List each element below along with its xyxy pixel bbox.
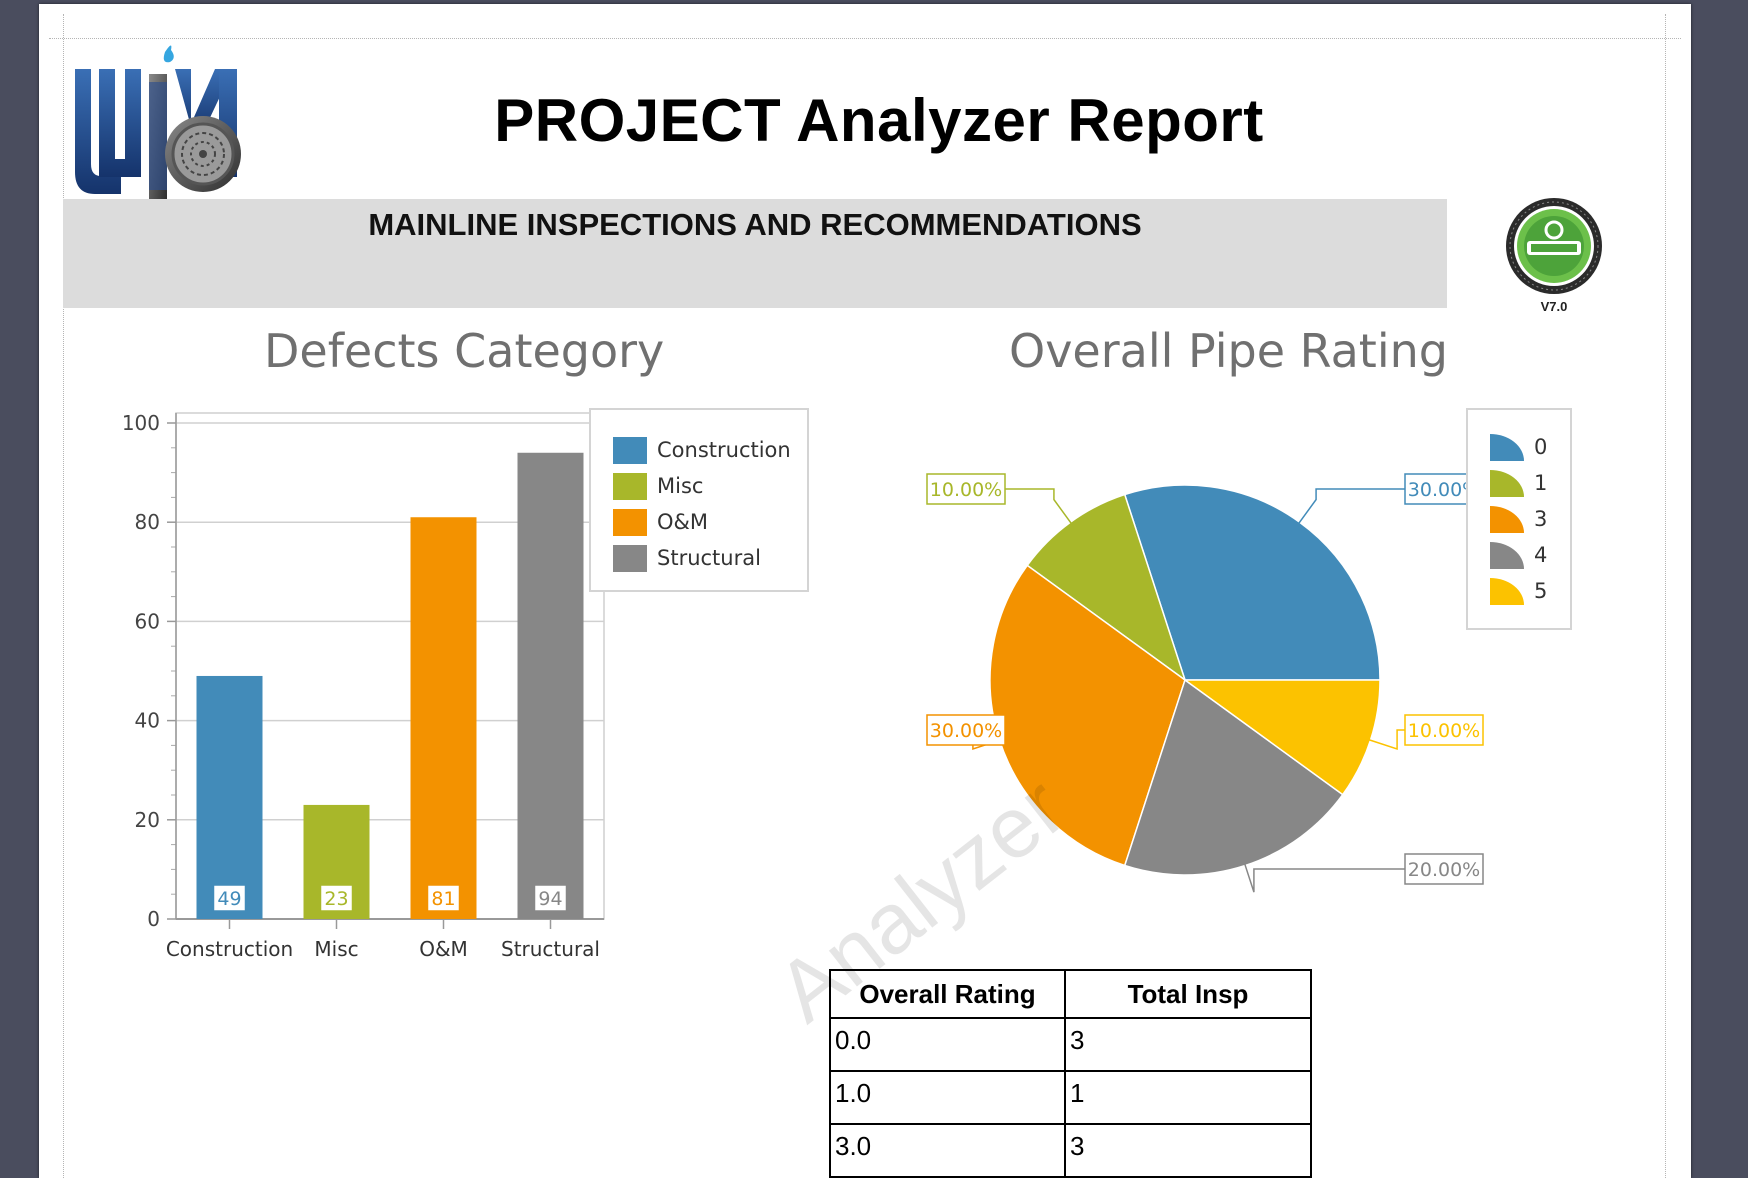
data-label: 81 bbox=[431, 888, 455, 910]
table-cell: 1 bbox=[1064, 1070, 1312, 1125]
pacp-certified-badge: V7.0 bbox=[1499, 196, 1609, 321]
bar-structural bbox=[517, 452, 584, 919]
data-label: 23 bbox=[324, 888, 348, 910]
legend-label: Construction bbox=[657, 438, 791, 462]
pie-data-label: 30.00% bbox=[930, 720, 1002, 742]
bar-om bbox=[410, 517, 477, 919]
report-page: PROJECT Analyzer Report MAINLINE INSPECT… bbox=[39, 4, 1691, 1178]
data-label: 49 bbox=[217, 888, 241, 910]
table-cell: 3 bbox=[1064, 1123, 1312, 1178]
legend-swatch bbox=[1490, 433, 1524, 461]
overall-pipe-rating-pie-chart: 30.00% 10.00% 30.00% 20.00% 10.00% bbox=[926, 473, 1484, 893]
table-cell: 0.0 bbox=[829, 1017, 1066, 1072]
pie-data-label: 10.00% bbox=[930, 479, 1002, 501]
pie-label-box bbox=[926, 473, 1006, 505]
page-margin-guide bbox=[1665, 14, 1666, 1178]
table-row: 3.0 3 bbox=[829, 1123, 1312, 1178]
legend-label: 4 bbox=[1534, 543, 1548, 567]
y-tick-label: 100 bbox=[122, 411, 160, 435]
legend-label: 0 bbox=[1534, 435, 1548, 459]
legend-label: O&M bbox=[657, 510, 709, 534]
report-title: PROJECT Analyzer Report bbox=[494, 87, 1264, 154]
column-header-overall-rating: Overall Rating bbox=[829, 969, 1066, 1019]
data-label-box bbox=[426, 884, 461, 912]
pie-label-box bbox=[1404, 714, 1484, 746]
data-label: 94 bbox=[538, 888, 562, 910]
table-row: 0.0 3 bbox=[829, 1017, 1312, 1072]
legend-item-rating-0: 0 bbox=[1490, 432, 1547, 462]
pie-data-label: 30.00% bbox=[1408, 479, 1480, 501]
table-cell: 3 bbox=[1064, 1017, 1312, 1072]
defects-category-bar-chart: 0 20 40 60 80 100 49 Construction 23 Misc 81 O&M 94 S… bbox=[122, 411, 605, 961]
page-margin-guide bbox=[63, 14, 64, 1178]
pie-label-leader bbox=[1243, 863, 1405, 893]
x-tick-label: Construction bbox=[166, 937, 293, 961]
data-label-box bbox=[533, 884, 568, 912]
legend-swatch bbox=[1490, 577, 1524, 605]
pie-label-leader bbox=[1368, 729, 1405, 750]
legend-item-misc: Misc bbox=[613, 471, 703, 501]
table-header-row: Overall Rating Total Insp bbox=[829, 969, 1312, 1019]
legend-item-construction: Construction bbox=[613, 435, 791, 465]
badge-version: V7.0 bbox=[1540, 299, 1568, 314]
legend-item-rating-4: 4 bbox=[1490, 540, 1547, 570]
legend-label: Structural bbox=[657, 546, 761, 570]
x-tick-label: Misc bbox=[314, 937, 358, 961]
legend-swatch bbox=[613, 472, 647, 500]
y-tick-label: 0 bbox=[147, 907, 160, 931]
legend-swatch bbox=[613, 544, 647, 572]
legend-swatch bbox=[1490, 469, 1524, 497]
section-banner: MAINLINE INSPECTIONS AND RECOMMENDATIONS bbox=[63, 199, 1447, 308]
company-logo bbox=[75, 45, 241, 199]
pie-label-leader bbox=[1005, 488, 1073, 525]
column-header-total-insp: Total Insp bbox=[1064, 969, 1312, 1019]
y-tick-label: 60 bbox=[135, 609, 160, 633]
pie-label-box bbox=[926, 714, 1006, 746]
pie-label-box bbox=[1404, 853, 1484, 885]
data-label-box bbox=[212, 884, 247, 912]
bar-chart-legend: Construction Misc O&M Structural bbox=[589, 408, 809, 592]
legend-label: Misc bbox=[657, 474, 704, 498]
legend-swatch bbox=[1490, 541, 1524, 569]
table-cell: 1.0 bbox=[829, 1070, 1066, 1125]
pie-label-leader bbox=[1297, 488, 1405, 525]
bar-construction bbox=[196, 675, 263, 919]
overall-rating-table: Overall Rating Total Insp 0.0 3 1.0 1 3.… bbox=[829, 969, 1312, 1178]
legend-label: 3 bbox=[1534, 507, 1548, 531]
legend-swatch bbox=[613, 436, 647, 464]
legend-swatch bbox=[1490, 505, 1524, 533]
table-cell: 3.0 bbox=[829, 1123, 1066, 1178]
legend-label: 5 bbox=[1534, 579, 1548, 603]
certification-seal-icon bbox=[1506, 198, 1602, 294]
legend-item-structural: Structural bbox=[613, 543, 761, 573]
legend-item-om: O&M bbox=[613, 507, 708, 537]
page-margin-guide bbox=[49, 38, 1681, 39]
pie-chart-legend: 0 1 3 4 5 bbox=[1466, 408, 1572, 630]
data-label-box bbox=[319, 884, 354, 912]
legend-item-rating-1: 1 bbox=[1490, 468, 1547, 498]
y-tick-label: 40 bbox=[135, 709, 160, 733]
x-tick-label: Structural bbox=[501, 937, 600, 961]
section-heading: MAINLINE INSPECTIONS AND RECOMMENDATIONS bbox=[368, 207, 1142, 242]
table-row: 1.0 1 bbox=[829, 1070, 1312, 1125]
pie-data-label: 10.00% bbox=[1408, 720, 1480, 742]
legend-swatch bbox=[613, 508, 647, 536]
y-tick-label: 80 bbox=[135, 510, 160, 534]
bar-chart-title: Defects Category bbox=[264, 324, 665, 378]
pie-chart-title: Overall Pipe Rating bbox=[1009, 324, 1448, 378]
y-tick-label: 20 bbox=[135, 808, 160, 832]
pie-data-label: 20.00% bbox=[1408, 859, 1480, 881]
legend-item-rating-5: 5 bbox=[1490, 576, 1547, 606]
x-tick-label: O&M bbox=[419, 937, 468, 961]
legend-label: 1 bbox=[1534, 471, 1548, 495]
legend-item-rating-3: 3 bbox=[1490, 504, 1547, 534]
